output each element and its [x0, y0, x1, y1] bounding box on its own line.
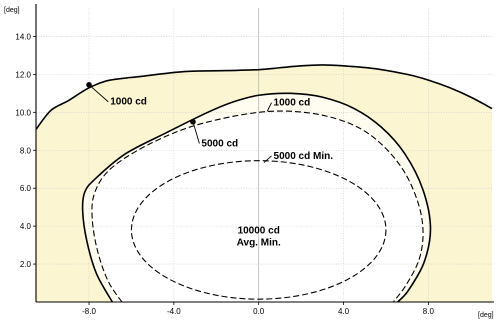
y-tick-label: 2.0 — [20, 260, 32, 269]
y-tick-label: 6.0 — [20, 184, 32, 193]
y-tick-label: 4.0 — [20, 222, 32, 231]
contour-line-outer-1000cd — [35, 64, 493, 130]
center-label-line: 10000 cd — [238, 226, 280, 237]
contour-marker-dot — [190, 119, 196, 125]
y-tick-label: 10.0 — [15, 108, 31, 117]
annotation-leader-line — [192, 121, 200, 144]
annotation-leader-line — [88, 84, 109, 103]
annotation-leader-line — [266, 102, 272, 112]
x-tick-label: -8.0 — [82, 307, 96, 316]
contour-line-dashed-1000cd — [91, 110, 424, 303]
contour-line-dashed-5000cd-min — [130, 160, 387, 300]
annotation-label: 5000 cd Min. — [274, 151, 334, 162]
center-label-line: Avg. Min. — [237, 238, 281, 249]
x-tick-label: 8.0 — [423, 307, 435, 316]
contour-marker-dot — [86, 82, 92, 88]
plot-area: 1000 cd 5000 cd 1000 cd 5000 cd Min. 10000 c… — [4, 4, 494, 319]
contour-line-5000cd — [81, 92, 432, 303]
y-axis-unit: [deg] — [4, 7, 20, 14]
y-tick-label: 8.0 — [20, 146, 32, 155]
x-axis-unit: [deg] — [478, 312, 494, 319]
annotation-leader-line — [263, 155, 272, 163]
y-tick-label: 14.0 — [15, 32, 31, 41]
x-tick-label: 4.0 — [338, 307, 350, 316]
core-region-fill — [91, 111, 424, 302]
annotation-label: 1000 cd — [110, 97, 147, 108]
x-tick-label: 0.0 — [253, 307, 265, 316]
y-tick-label: 12.0 — [15, 70, 31, 79]
x-tick-label: -4.0 — [167, 307, 181, 316]
annotation-label: 1000 cd — [274, 98, 311, 109]
annotation-label: 5000 cd — [201, 138, 238, 149]
